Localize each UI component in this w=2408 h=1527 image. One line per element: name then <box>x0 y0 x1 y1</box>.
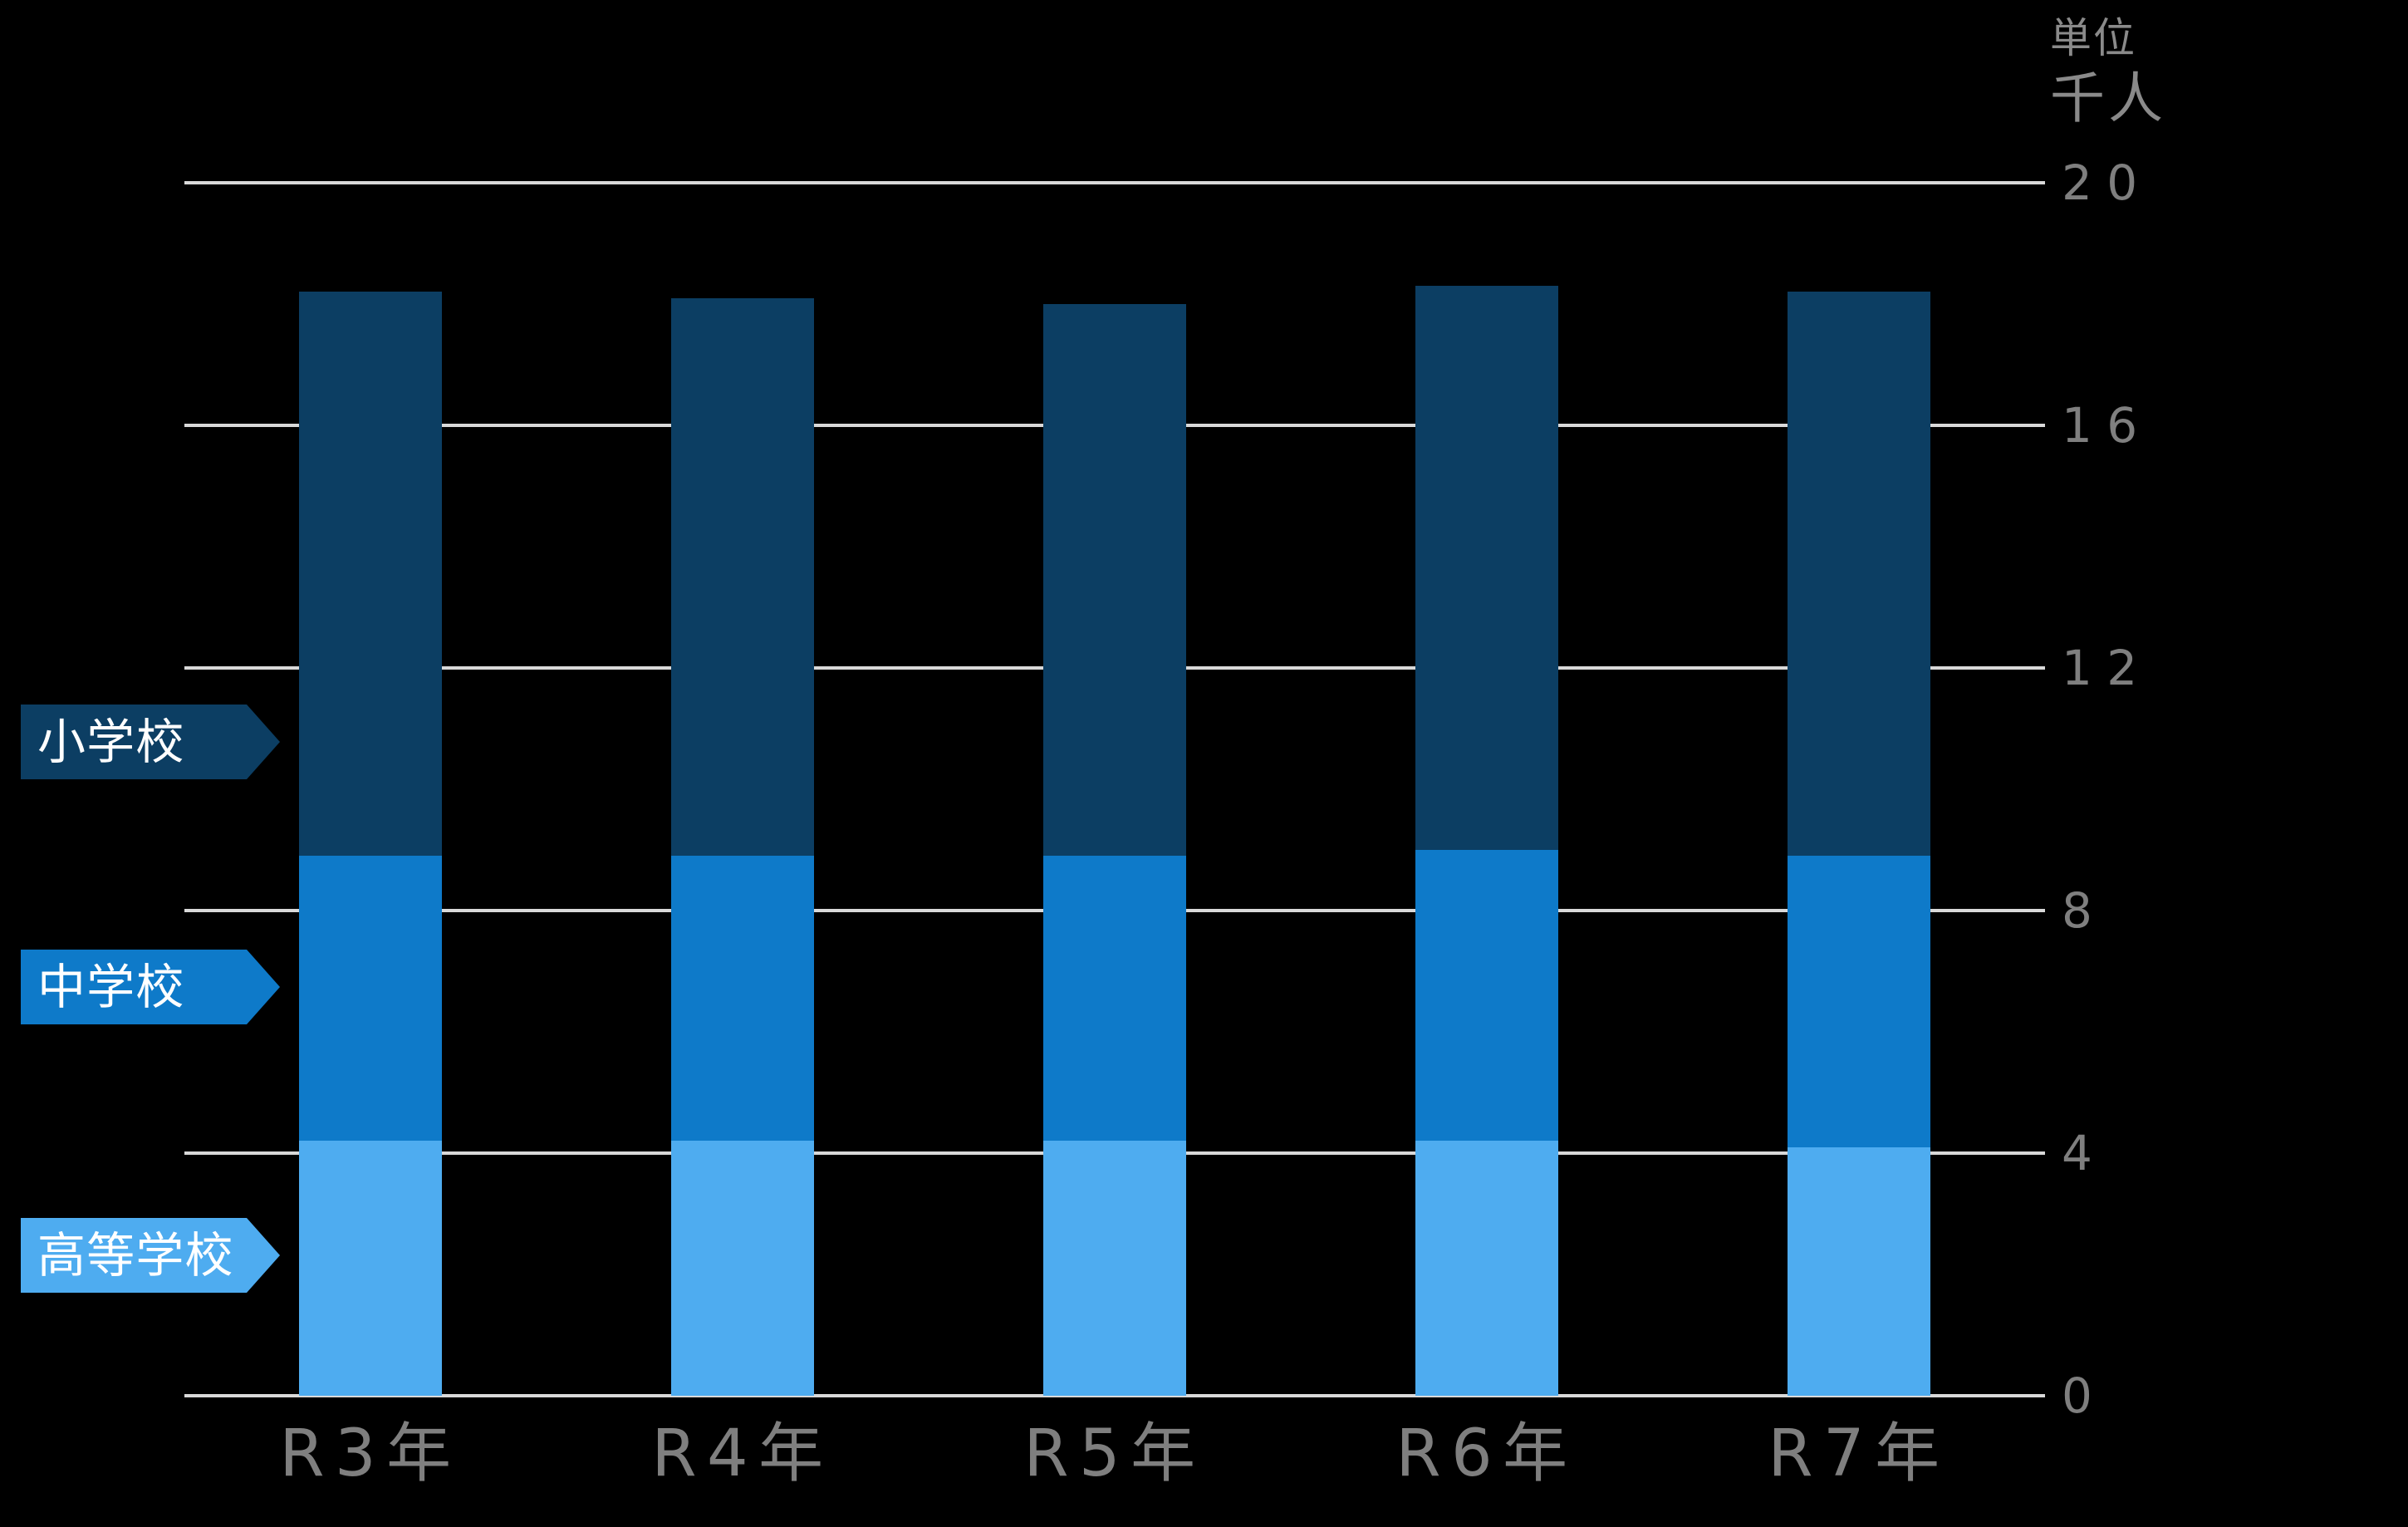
bar-segment-高等学校 <box>1043 1141 1186 1396</box>
gridline-y20 <box>184 181 2045 184</box>
unit-label-line1: 単位 <box>2050 14 2136 62</box>
bar-R6年 <box>1415 286 1558 1396</box>
y-tick-label: 4 <box>2062 1125 2107 1181</box>
bar-segment-小学校 <box>1415 286 1558 851</box>
y-tick-label: 16 <box>2062 397 2152 454</box>
y-tick-label: 12 <box>2062 640 2152 696</box>
y-tick-label: 20 <box>2062 155 2152 211</box>
unit-label: 単位 千人 <box>2050 12 2166 133</box>
legend-arrow-高等学校: 高等学校 <box>21 1218 280 1293</box>
gridline-y0 <box>184 1394 2045 1397</box>
bar-R5年 <box>1043 304 1186 1396</box>
bar-segment-小学校 <box>299 292 442 857</box>
legend-label: 小学校 <box>37 714 185 770</box>
bar-segment-中学校 <box>299 856 442 1142</box>
x-label-R4年: R4年 <box>651 1417 834 1491</box>
bar-segment-小学校 <box>1788 292 1930 857</box>
bar-R7年 <box>1788 292 1930 1396</box>
legend-arrow-小学校: 小学校 <box>21 705 280 779</box>
bar-segment-小学校 <box>671 297 814 857</box>
bar-segment-中学校 <box>671 856 814 1142</box>
bar-segment-小学校 <box>1043 304 1186 857</box>
bar-R3年 <box>299 292 442 1396</box>
legend-label: 中学校 <box>37 959 185 1015</box>
x-label-R6年: R6年 <box>1395 1417 1578 1491</box>
unit-label-line2: 千人 <box>2050 66 2166 130</box>
legend-label: 高等学校 <box>37 1227 234 1284</box>
bar-segment-中学校 <box>1788 856 1930 1147</box>
legend-arrow-中学校: 中学校 <box>21 950 280 1024</box>
x-label-R7年: R7年 <box>1768 1417 1950 1491</box>
x-label-R5年: R5年 <box>1023 1417 1206 1491</box>
bar-segment-高等学校 <box>299 1141 442 1396</box>
bar-R4年 <box>671 297 814 1396</box>
y-tick-label: 8 <box>2062 882 2107 939</box>
plot-area <box>184 181 2045 1397</box>
bar-segment-中学校 <box>1415 850 1558 1142</box>
bar-segment-高等学校 <box>1415 1141 1558 1396</box>
y-tick-label: 0 <box>2062 1367 2107 1424</box>
bar-segment-高等学校 <box>1788 1146 1930 1396</box>
x-label-R3年: R3年 <box>279 1417 462 1491</box>
bar-segment-中学校 <box>1043 856 1186 1142</box>
bar-segment-高等学校 <box>671 1141 814 1396</box>
